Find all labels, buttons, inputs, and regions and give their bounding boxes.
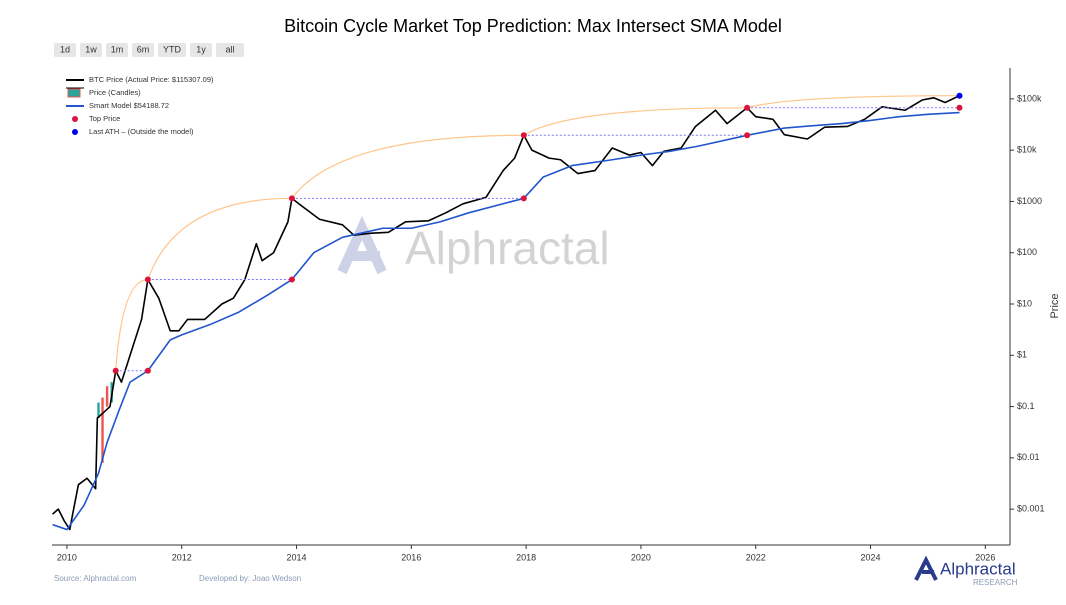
x-tick-label: 2012: [172, 552, 192, 562]
marker: [144, 367, 151, 374]
legend-label: Last ATH – (Outside the model): [89, 127, 194, 136]
y-tick-label: $10: [1017, 298, 1032, 308]
legend-swatch: [72, 129, 78, 135]
x-tick-label: 2020: [631, 552, 651, 562]
legend-label: Smart Model $54188.72: [89, 101, 169, 110]
x-tick-label: 2014: [287, 552, 307, 562]
logo-tag: RESEARCH: [973, 578, 1018, 587]
x-tick-label: 2024: [861, 552, 881, 562]
credit: Developed by: Joao Wedson: [199, 574, 301, 583]
button-bg: [158, 43, 186, 57]
price-line: [52, 94, 960, 531]
candle: [97, 402, 100, 418]
marker: [956, 104, 963, 111]
range-button[interactable]: 1m: [106, 43, 128, 57]
y-tick-label: $0.001: [1017, 504, 1045, 514]
x-tick-label: 2026: [975, 552, 995, 562]
y-tick-label: $100k: [1017, 93, 1042, 103]
y-tick-label: $100: [1017, 247, 1037, 257]
marker: [288, 195, 295, 202]
x-tick-label: 2010: [57, 552, 77, 562]
marker: [744, 104, 751, 111]
marker: [112, 367, 119, 374]
legend-label: BTC Price (Actual Price: $115307.09): [89, 75, 214, 84]
button-label: 1w: [85, 44, 97, 54]
y-tick-label: $10k: [1017, 145, 1037, 155]
y-tick-label: $1000: [1017, 196, 1042, 206]
range-button[interactable]: all: [216, 43, 244, 57]
button-bg: [80, 43, 102, 57]
range-button[interactable]: 1d: [54, 43, 76, 57]
x-tick-label: 2018: [516, 552, 536, 562]
button-bg: [106, 43, 128, 57]
logo-name: Alphractal: [940, 559, 1016, 578]
x-tick-label: 2022: [746, 552, 766, 562]
button-bg: [190, 43, 212, 57]
range-button[interactable]: 1y: [190, 43, 212, 57]
chart-title: Bitcoin Cycle Market Top Prediction: Max…: [284, 16, 782, 36]
price-line: [52, 111, 960, 531]
candle: [105, 386, 109, 407]
y-tick-label: $0.01: [1017, 452, 1040, 462]
y-tick-label: $0.1: [1017, 401, 1035, 411]
marker: [956, 92, 963, 99]
button-label: YTD: [163, 44, 182, 54]
button-label: 1d: [60, 44, 70, 54]
watermark-text: Alphractal: [405, 222, 610, 274]
candle: [101, 397, 104, 463]
button-bg: [132, 43, 154, 57]
marker: [744, 132, 751, 139]
legend-swatch: [72, 116, 78, 122]
legend-swatch: [67, 88, 81, 98]
range-button[interactable]: YTD: [158, 43, 186, 57]
marker: [520, 132, 527, 139]
legend-label: Top Price: [89, 114, 120, 123]
range-button[interactable]: 1w: [80, 43, 102, 57]
source: Source: Alphractal.com: [54, 574, 137, 583]
button-label: 1m: [111, 44, 124, 54]
y-tick-label: $1: [1017, 350, 1027, 360]
button-bg: [54, 43, 76, 57]
button-label: 6m: [137, 44, 150, 54]
legend-label: Price (Candles): [89, 88, 141, 97]
marker: [520, 195, 527, 202]
marker: [144, 276, 151, 283]
range-button[interactable]: 6m: [132, 43, 154, 57]
button-bg: [216, 43, 244, 57]
logo: Alphractal RESEARCH: [914, 555, 1018, 587]
marker: [288, 276, 295, 283]
button-label: all: [225, 44, 234, 54]
button-label: 1y: [196, 44, 206, 54]
watermark: Alphractal: [337, 215, 610, 274]
x-tick-label: 2016: [401, 552, 421, 562]
y-axis-label: Price: [1049, 293, 1061, 318]
